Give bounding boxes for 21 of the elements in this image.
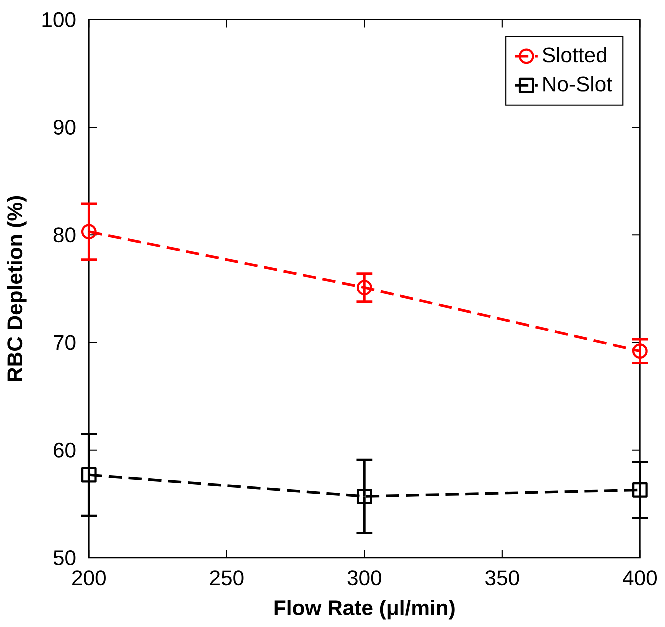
point bbox=[81, 467, 97, 483]
point bbox=[632, 343, 648, 359]
legend-label: Slotted bbox=[542, 46, 606, 62]
point bbox=[356, 488, 372, 504]
point bbox=[632, 482, 648, 498]
legend-label: No-Slot bbox=[544, 76, 612, 92]
point bbox=[81, 224, 97, 240]
y-tick-label: 100 bbox=[42, 12, 76, 28]
y-tick-label: 80 bbox=[54, 227, 76, 242]
y-tick-label: 70 bbox=[54, 335, 76, 350]
y-tick-label: 50 bbox=[54, 550, 76, 566]
y-axis-title: RBC Depletion (%) bbox=[7, 196, 27, 381]
x-tick-label: 250 bbox=[210, 570, 244, 586]
y-tick-label: 60 bbox=[54, 442, 76, 458]
x-tick-label: 400 bbox=[622, 570, 658, 586]
y-tick-label: 90 bbox=[54, 120, 76, 135]
x-axis-title: Flow Rate (μl/min) bbox=[274, 600, 455, 620]
x-tick-label: 350 bbox=[486, 570, 520, 586]
point bbox=[356, 280, 372, 296]
x-tick-label: 200 bbox=[72, 570, 106, 586]
x-tick-label: 300 bbox=[348, 570, 382, 586]
